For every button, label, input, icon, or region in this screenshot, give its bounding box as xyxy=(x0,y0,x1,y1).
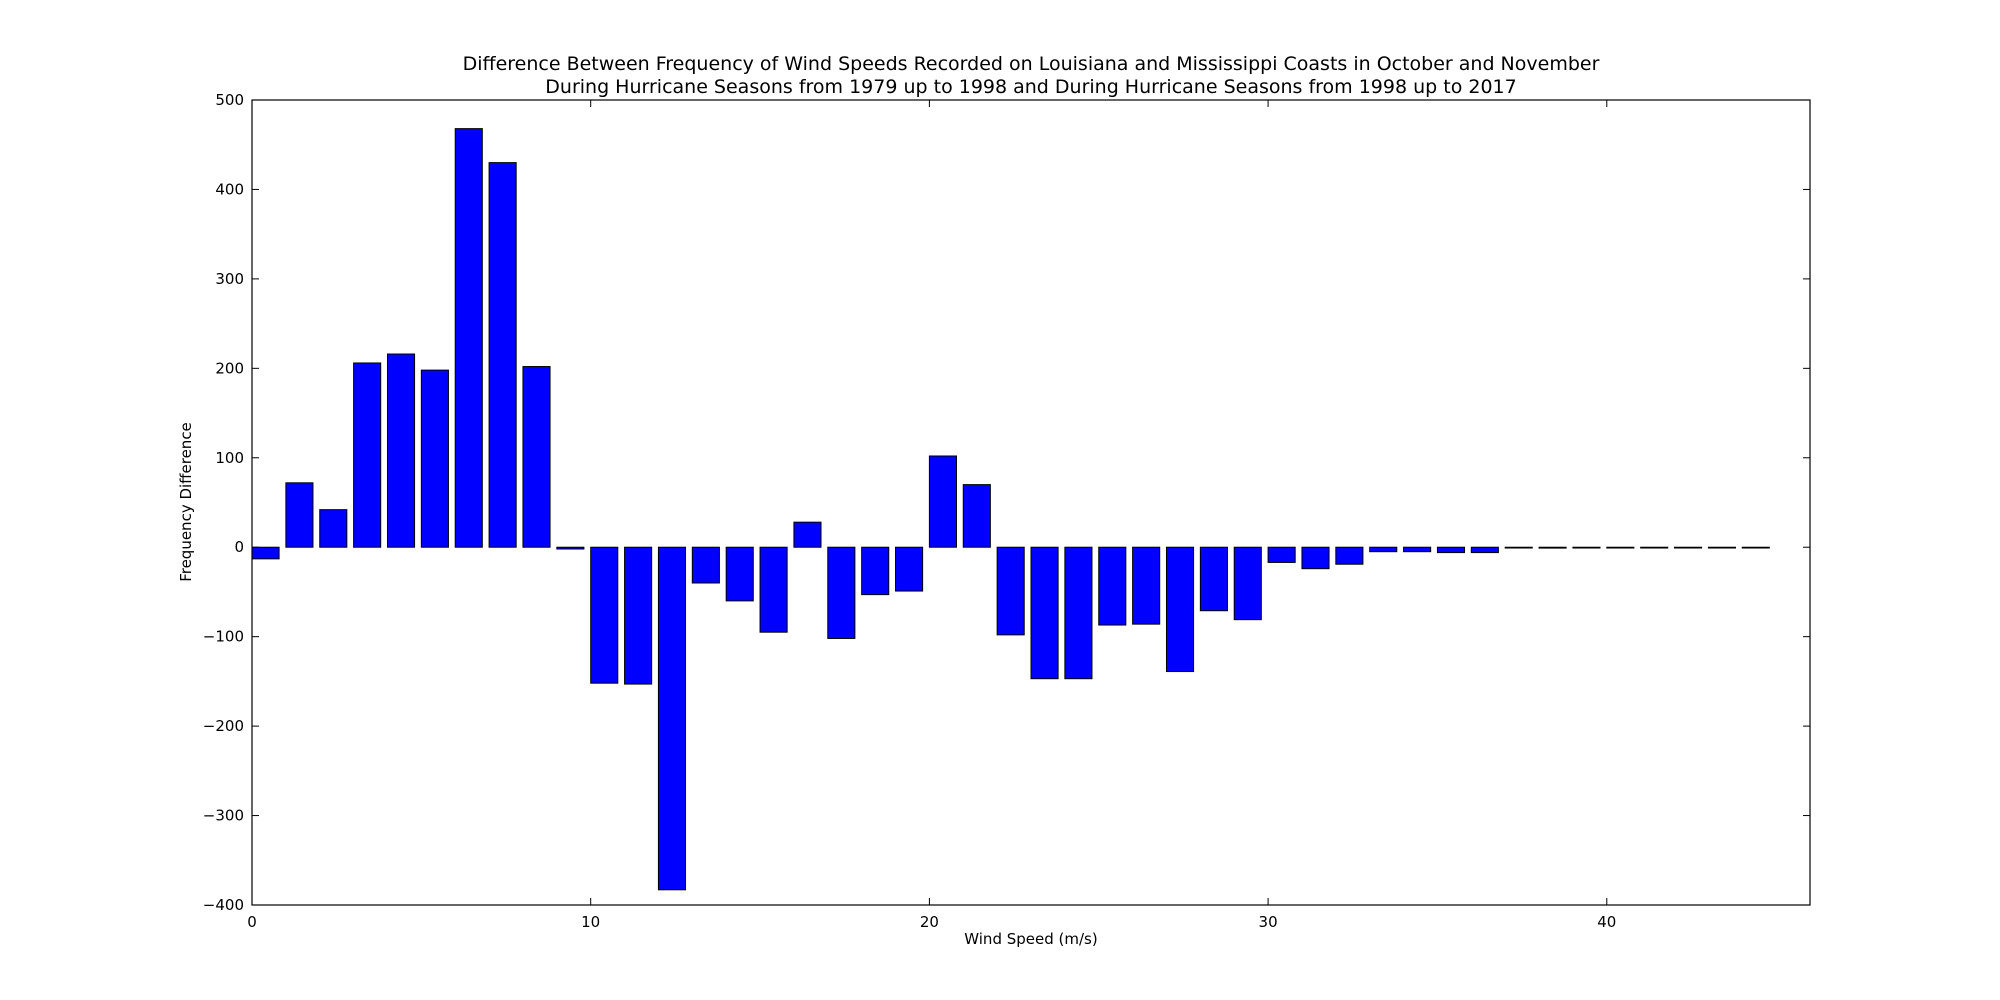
x-tick-label: 10 xyxy=(581,913,600,931)
x-tick-label: 0 xyxy=(247,913,257,931)
bar xyxy=(759,546,788,633)
bar xyxy=(895,546,924,592)
x-tick-label: 20 xyxy=(920,913,939,931)
y-tick-label: 200 xyxy=(215,359,244,377)
bar xyxy=(1233,546,1262,621)
y-tick-label: −200 xyxy=(203,717,244,735)
bar xyxy=(1606,546,1635,549)
bar xyxy=(793,521,822,548)
bar xyxy=(1064,546,1093,680)
bar xyxy=(590,546,619,684)
bar xyxy=(725,546,754,602)
bar xyxy=(962,484,991,548)
bar xyxy=(251,546,280,560)
chart-subtitle: During Hurricane Seasons from 1979 up to… xyxy=(545,76,1516,98)
y-tick-label: −100 xyxy=(203,628,244,646)
bar xyxy=(624,546,653,685)
bar xyxy=(1741,546,1770,549)
bar xyxy=(522,366,551,548)
bar xyxy=(1301,546,1330,570)
bar xyxy=(1165,546,1195,673)
bar xyxy=(827,546,856,639)
bar xyxy=(691,546,720,584)
y-tick-label: 400 xyxy=(215,180,244,198)
bar xyxy=(285,482,314,548)
y-tick-label: 100 xyxy=(215,449,244,467)
bar xyxy=(556,546,585,550)
bar xyxy=(928,455,957,548)
x-axis-label: Wind Speed (m/s) xyxy=(964,930,1097,948)
bar xyxy=(1403,546,1432,553)
bar xyxy=(420,369,449,548)
bar xyxy=(861,546,890,596)
y-tick-label: 500 xyxy=(215,91,244,109)
bar xyxy=(1132,546,1161,625)
y-tick-label: 0 xyxy=(234,538,244,556)
bar xyxy=(1572,546,1601,549)
axis-ticks: 0 10 20 30 40 −400 −300 −200 −100 0 100 200 300 400 50… xyxy=(203,91,1810,931)
plot-area-frame xyxy=(251,99,1811,906)
bar xyxy=(1098,546,1127,626)
bar xyxy=(1707,546,1736,549)
bar xyxy=(1335,546,1364,565)
bar xyxy=(1674,546,1703,549)
bar xyxy=(1436,546,1466,554)
y-tick-label: −400 xyxy=(203,896,244,914)
y-tick-label: −300 xyxy=(203,807,244,825)
bar xyxy=(1538,546,1567,549)
x-tick-label: 30 xyxy=(1259,913,1278,931)
bars-group xyxy=(251,128,1770,891)
bar xyxy=(488,162,517,548)
bar xyxy=(386,353,416,548)
chart-title: Difference Between Frequency of Wind Spe… xyxy=(463,53,1600,75)
y-tick-label: 300 xyxy=(215,270,244,288)
bar xyxy=(353,362,382,548)
bar xyxy=(1267,546,1296,563)
bar xyxy=(657,546,687,891)
bar xyxy=(996,546,1025,636)
bar xyxy=(319,509,348,548)
bar xyxy=(1470,546,1499,554)
x-tick-label: 40 xyxy=(1597,913,1616,931)
bar xyxy=(1369,546,1398,553)
y-axis-label: Frequency Difference xyxy=(177,422,195,582)
bar xyxy=(1504,546,1533,549)
bar xyxy=(1199,546,1228,612)
bar xyxy=(1640,546,1669,549)
bar xyxy=(454,128,483,548)
bar xyxy=(1030,546,1059,680)
